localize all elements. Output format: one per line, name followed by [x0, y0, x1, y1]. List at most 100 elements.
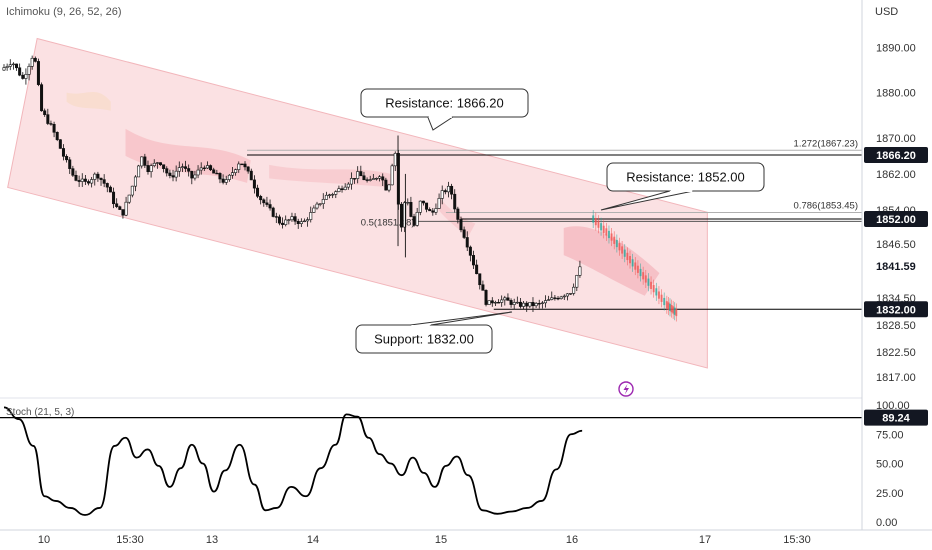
projection-candle [657, 291, 660, 299]
projection-candle [650, 281, 653, 290]
candle-body [152, 162, 156, 166]
projection-candle [597, 220, 600, 228]
candle-body [565, 293, 569, 297]
indicator-label[interactable]: Ichimoku (9, 26, 52, 26) [6, 6, 122, 18]
candle-body [265, 202, 269, 205]
candle-body [199, 167, 203, 171]
candle-body [256, 187, 260, 197]
cloud-shape [66, 91, 111, 111]
candle-body [346, 183, 350, 188]
candle-body [2, 67, 6, 71]
candle-body [33, 57, 37, 62]
time-tick-label: 15:30 [783, 534, 811, 546]
projection-candle [655, 288, 658, 296]
candle-body [356, 171, 360, 179]
candle-body [193, 174, 197, 179]
candle-body [21, 74, 25, 79]
candle-body [105, 183, 109, 188]
candle-body [49, 123, 53, 125]
candle-body [287, 219, 291, 221]
candle-body [58, 139, 62, 149]
candle-body [487, 300, 491, 305]
time-tick-label: 13 [206, 534, 218, 546]
candle-body [443, 190, 447, 193]
projection-candle [670, 305, 673, 313]
price-tick-label: 1890.00 [876, 43, 916, 55]
resistance-callout-1866[interactable]: Resistance: 1866.20 [360, 88, 529, 131]
callout-mask [411, 325, 430, 328]
fib-label: 1.272(1867.23) [794, 138, 858, 149]
time-tick-label: 15 [435, 534, 447, 546]
callout-label: Resistance: 1866.20 [385, 96, 504, 111]
candle-body [321, 199, 325, 205]
candle-body [553, 297, 557, 299]
channel-layer [7, 37, 708, 369]
price-tag-1852[interactable]: 1852.00 [864, 211, 928, 228]
projection-candle [600, 223, 603, 231]
lightning-icon[interactable] [618, 381, 634, 397]
candle-body [240, 163, 244, 166]
price-tag-1866[interactable]: 1866.20 [864, 146, 928, 163]
candle-body [578, 266, 582, 276]
candle-body [406, 201, 410, 204]
candle-body [425, 202, 429, 210]
candle-body [512, 302, 516, 305]
candle-body [318, 203, 322, 205]
candle-body [550, 297, 554, 300]
price-tick-label: 1822.50 [876, 347, 916, 359]
candle-body [522, 302, 526, 307]
cloud-shape [269, 164, 391, 188]
candle-body [525, 302, 529, 307]
candle-body [15, 63, 19, 69]
candle-body [284, 219, 288, 225]
candle-body [180, 166, 184, 168]
lightning-icon-bolt [623, 384, 629, 395]
candle-body [162, 164, 166, 169]
candle-body [27, 66, 31, 75]
candle-body [271, 207, 275, 217]
candle-body [418, 200, 422, 213]
candle-body [246, 166, 250, 172]
candle-body [450, 185, 454, 195]
projection-layer [592, 210, 678, 322]
price-tick-label: 1862.00 [876, 169, 916, 181]
levels-layer: 1.272(1867.23) 0.786(1853.45) 0.5(1851.48) [247, 138, 862, 310]
candle-body [456, 208, 460, 220]
candle-body [146, 165, 150, 173]
candle-body [503, 297, 507, 301]
resistance-callout-1852[interactable]: Resistance: 1852.00 [600, 162, 765, 211]
candle-body [102, 179, 106, 184]
projection-candle [623, 249, 626, 257]
candle-body [412, 216, 416, 226]
candle-body [8, 64, 12, 67]
candle-body [299, 221, 303, 224]
cloud-shape [125, 128, 251, 183]
projection-candle [607, 230, 610, 239]
candle-body [437, 198, 441, 209]
candle-body [40, 84, 44, 112]
candle-body [133, 176, 137, 187]
candle-body [165, 168, 169, 174]
candle-body [268, 204, 272, 209]
projection-candle [613, 236, 616, 244]
candle-body [324, 194, 328, 200]
price-tag-1832[interactable]: 1832.00 [864, 301, 928, 318]
candle-body [127, 194, 131, 203]
candle-body [140, 156, 144, 167]
current-price-label: 1841.59 [876, 261, 916, 273]
support-callout-1832[interactable]: Support: 1832.00 [355, 311, 513, 354]
candle-body [121, 209, 125, 216]
price-tag-label: 89.24 [882, 413, 910, 425]
projection-candle [602, 225, 605, 233]
stoch-value-tag[interactable]: 89.24 [864, 409, 928, 426]
projection-candle [642, 272, 645, 280]
candle-body [537, 303, 541, 305]
candle-body [187, 168, 191, 172]
candle-body [65, 156, 69, 161]
candles-layer [2, 55, 582, 312]
stoch-label[interactable]: Stoch (21, 5, 3) [6, 407, 74, 418]
candle-body [296, 220, 300, 224]
candle-body [468, 246, 472, 256]
candle-body [155, 162, 159, 164]
